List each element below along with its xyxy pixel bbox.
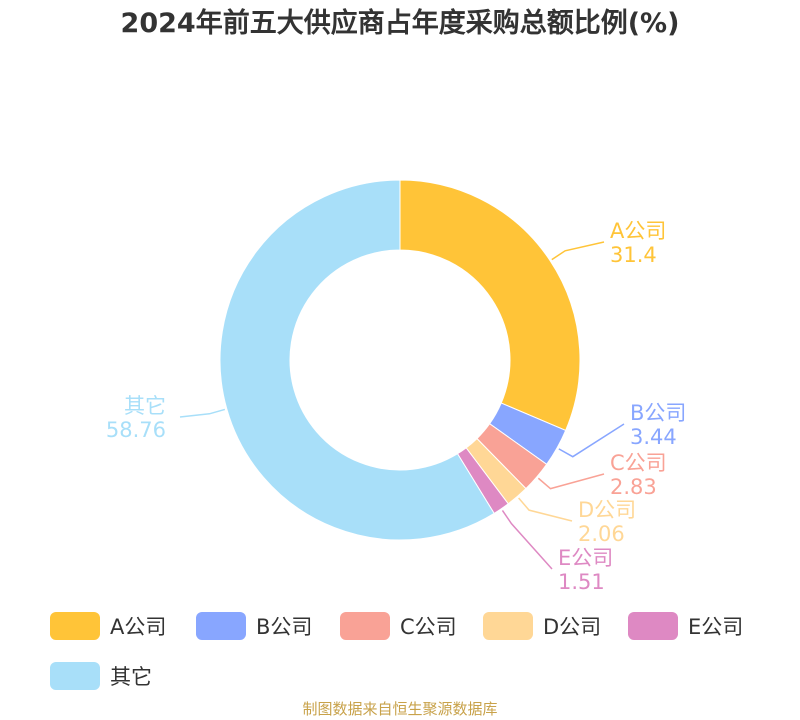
legend-item-d[interactable]: D公司 — [483, 610, 601, 642]
legend-item-other[interactable]: 其它 — [50, 660, 152, 692]
slice-d-label-value: 2.06 — [578, 522, 625, 546]
legend-label-e: E公司 — [688, 615, 744, 639]
slice-e-label-name: E公司 — [558, 546, 613, 570]
legend-swatch-a — [50, 612, 100, 640]
slice-c-label-value: 2.83 — [610, 475, 657, 499]
slice-other-label-value: 58.76 — [106, 418, 166, 442]
slice-b-leader-line — [558, 423, 625, 458]
source-note: 制图数据来自恒生聚源数据库 — [302, 700, 498, 718]
slice-a[interactable] — [399, 179, 581, 432]
legend-label-other: 其它 — [110, 665, 152, 689]
legend-swatch-c — [340, 612, 390, 640]
legend-label-c: C公司 — [400, 615, 457, 639]
legend-swatch-d — [483, 612, 533, 640]
legend-swatch-b — [196, 612, 246, 640]
legend-label-d: D公司 — [543, 615, 602, 639]
slice-other[interactable] — [219, 179, 495, 541]
slice-c-label-name: C公司 — [610, 451, 667, 475]
slice-other-leader-line — [179, 408, 226, 418]
legend-item-c[interactable]: C公司 — [340, 610, 457, 642]
slice-a-label-value: 31.4 — [610, 243, 657, 267]
slice-e-label-value: 1.51 — [558, 570, 605, 594]
legend-label-b: B公司 — [256, 615, 313, 639]
slice-d-label-name: D公司 — [578, 498, 636, 522]
slice-a-leader-line — [551, 241, 605, 261]
slice-b-label-name: B公司 — [630, 401, 686, 425]
slice-c-leader-line — [537, 473, 605, 490]
legend-item-a[interactable]: A公司 — [50, 610, 166, 642]
slice-a-label-name: A公司 — [610, 219, 666, 243]
slice-e-leader-line — [501, 510, 553, 570]
legend-item-b[interactable]: B公司 — [196, 610, 312, 642]
legend-label-a: A公司 — [110, 615, 167, 639]
chart-title: 2024年前五大供应商占年度采购总额比例(%) — [120, 8, 680, 39]
slice-d-leader-line — [518, 497, 573, 522]
slice-b-label-value: 3.44 — [630, 425, 677, 449]
legend-swatch-e — [628, 612, 678, 640]
legend-swatch-other — [50, 662, 100, 690]
legend-item-e[interactable]: E公司 — [628, 610, 743, 642]
slice-other-label-name: 其它 — [124, 394, 166, 418]
